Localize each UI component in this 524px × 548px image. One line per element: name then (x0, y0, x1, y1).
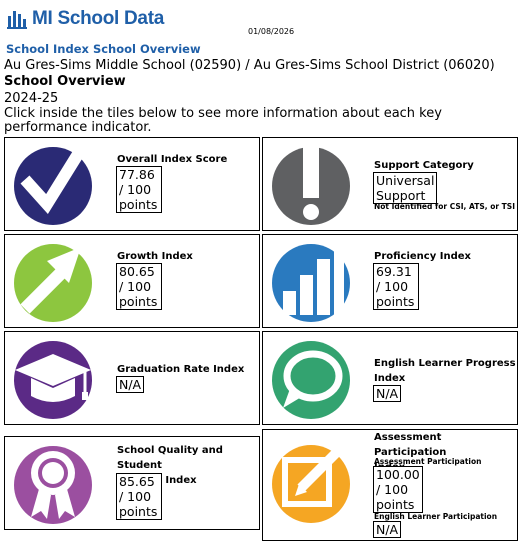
page-title: School Overview (4, 74, 126, 89)
score-value: 77.86 (119, 167, 155, 182)
school-quality-value: 85.65 / 100 points (116, 473, 162, 520)
checkbox-pencil-icon (269, 440, 353, 524)
score-max: / 100 (119, 489, 152, 504)
score-unit: points (119, 197, 158, 212)
header: MI School Data 01/08/2026 (0, 0, 524, 42)
growth-index-tile[interactable]: Growth Index 80.65 / 100 points (4, 234, 260, 328)
page-subtitle: School Index School Overview (6, 42, 201, 56)
graduation-rate-value: N/A (116, 376, 145, 393)
score-max: / 100 (119, 182, 152, 197)
english-learner-participation-label: English Learner Participation (374, 512, 498, 521)
proficiency-index-tile[interactable]: Proficiency Index 69.31 / 100 points (262, 234, 518, 328)
speech-bubble-icon (269, 336, 353, 420)
score-max: / 100 (376, 279, 409, 294)
tile-title: English Learner Progress Index (374, 356, 516, 386)
award-ribbon-icon (11, 441, 95, 525)
school-building-icon (7, 11, 27, 29)
exclamation-icon (269, 142, 353, 226)
overall-index-tile[interactable]: Overall Index Score 77.86 / 100 points (4, 137, 260, 231)
tile-title-line2: Index (374, 373, 406, 384)
checkmark-icon (11, 138, 95, 226)
support-value-line2: Support (376, 188, 426, 203)
support-value-line1: Universal (376, 173, 435, 188)
score-unit: points (376, 294, 415, 309)
tile-title-line1: School Quality and Student (117, 445, 223, 471)
assessment-participation-tile[interactable]: Assessment Participation Index Assessmen… (262, 429, 518, 541)
tile-title-line1: English Learner Progress (374, 358, 516, 369)
growth-arrow-icon (11, 239, 95, 323)
english-learner-participation-value: N/A (373, 521, 402, 538)
english-learner-tile[interactable]: English Learner Progress Index N/A (262, 331, 518, 425)
instructions: Click inside the tiles below to see more… (4, 106, 442, 135)
score-unit: points (376, 497, 415, 512)
assessment-participation-value: 100.00 / 100 points (373, 466, 423, 513)
tile-title: Proficiency Index (374, 251, 471, 262)
score-max: / 100 (376, 482, 409, 497)
brand-name: MI School Data (32, 8, 164, 29)
score-unit: points (119, 294, 158, 309)
report-date: 01/08/2026 (248, 27, 295, 36)
mi-school-data-logo[interactable]: MI School Data (6, 8, 164, 30)
support-category-tile[interactable]: Support Category Universal Support Not I… (262, 137, 518, 231)
score-value: 69.31 (376, 264, 412, 279)
score-max: / 100 (119, 279, 152, 294)
support-note: Not Identified for CSI, ATS, or TSI (374, 202, 515, 211)
tile-title: Graduation Rate Index (117, 364, 245, 375)
graduation-cap-icon (11, 336, 95, 420)
school-year: 2024-25 (4, 91, 59, 106)
bar-chart-icon (269, 239, 353, 323)
school-quality-tile[interactable]: School Quality and Student Success Index… (4, 436, 260, 530)
score-value: 85.65 (119, 474, 155, 489)
proficiency-index-value: 69.31 / 100 points (373, 263, 419, 310)
score-value: 80.65 (119, 264, 155, 279)
overall-index-value: 77.86 / 100 points (116, 166, 162, 213)
tile-title-line1: Assessment Participation (374, 432, 447, 458)
tile-title: Support Category (374, 160, 474, 171)
graduation-rate-tile[interactable]: Graduation Rate Index N/A (4, 331, 260, 425)
score-value: 100.00 (376, 467, 420, 482)
tile-title: Growth Index (117, 251, 193, 262)
support-category-value: Universal Support (373, 172, 438, 204)
english-learner-value: N/A (373, 385, 402, 402)
tile-title: Overall Index Score (117, 154, 228, 165)
growth-index-value: 80.65 / 100 points (116, 263, 162, 310)
school-name: Au Gres-Sims Middle School (02590) / Au … (4, 58, 495, 73)
score-unit: points (119, 504, 158, 519)
assessment-sub-label: Assessment Participation (374, 457, 482, 466)
